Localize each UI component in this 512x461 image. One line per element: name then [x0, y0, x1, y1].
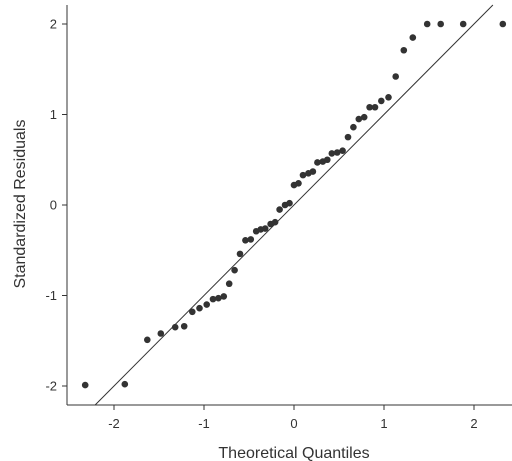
x-tick-label: 1	[380, 416, 387, 431]
data-point	[314, 159, 321, 166]
data-point	[350, 123, 357, 131]
data-point	[196, 304, 203, 312]
reference-line	[94, 4, 494, 406]
data-point	[459, 20, 467, 28]
y-tick-label: 1	[50, 107, 57, 122]
x-tick-label: 2	[470, 416, 477, 431]
y-tick-label: -1	[45, 288, 57, 303]
data-point	[220, 293, 228, 300]
y-tick-label: -2	[45, 379, 57, 394]
data-point	[261, 225, 269, 232]
data-point	[324, 156, 331, 164]
data-point	[400, 46, 408, 54]
data-point	[180, 322, 188, 330]
data-point	[378, 97, 385, 105]
data-point	[286, 199, 293, 207]
data-point	[423, 20, 431, 28]
data-point	[225, 280, 233, 288]
data-point	[299, 171, 307, 179]
data-point	[236, 250, 244, 258]
x-tick-label: -1	[198, 416, 210, 431]
data-point	[242, 236, 249, 244]
y-tick-label: 2	[50, 17, 57, 32]
data-points	[81, 20, 507, 389]
data-point	[309, 168, 317, 175]
x-axis-title: Theoretical Quantiles	[218, 445, 369, 461]
data-point	[409, 34, 417, 41]
x-tick-label: -2	[108, 416, 120, 431]
x-tick-label: 0	[290, 416, 297, 431]
data-point	[81, 381, 89, 389]
data-point	[247, 236, 255, 243]
data-point	[328, 150, 336, 157]
data-point	[295, 179, 302, 187]
data-point	[189, 308, 196, 316]
data-point	[121, 380, 129, 388]
data-point	[144, 336, 151, 344]
data-point	[215, 294, 222, 302]
data-point	[276, 206, 283, 213]
data-point	[499, 20, 507, 28]
data-point	[344, 133, 352, 141]
data-point	[203, 301, 210, 308]
data-point	[385, 94, 392, 101]
ticks: -2 -1 0 1 2 -2 -1 0 1 2	[45, 17, 477, 432]
data-point	[171, 323, 179, 331]
data-point	[360, 113, 368, 121]
data-point	[366, 103, 373, 111]
data-point	[231, 266, 238, 274]
data-point	[392, 73, 400, 80]
data-point	[209, 295, 217, 303]
data-point	[355, 115, 363, 123]
y-axis-title: Standardized Residuals	[12, 120, 29, 289]
y-tick-label: 0	[50, 198, 57, 213]
data-point	[371, 103, 379, 111]
data-point	[271, 218, 279, 226]
data-point	[157, 330, 165, 337]
data-point	[437, 20, 445, 28]
data-point	[339, 147, 346, 154]
reference-line-layer	[94, 4, 494, 406]
data-point	[333, 149, 341, 156]
